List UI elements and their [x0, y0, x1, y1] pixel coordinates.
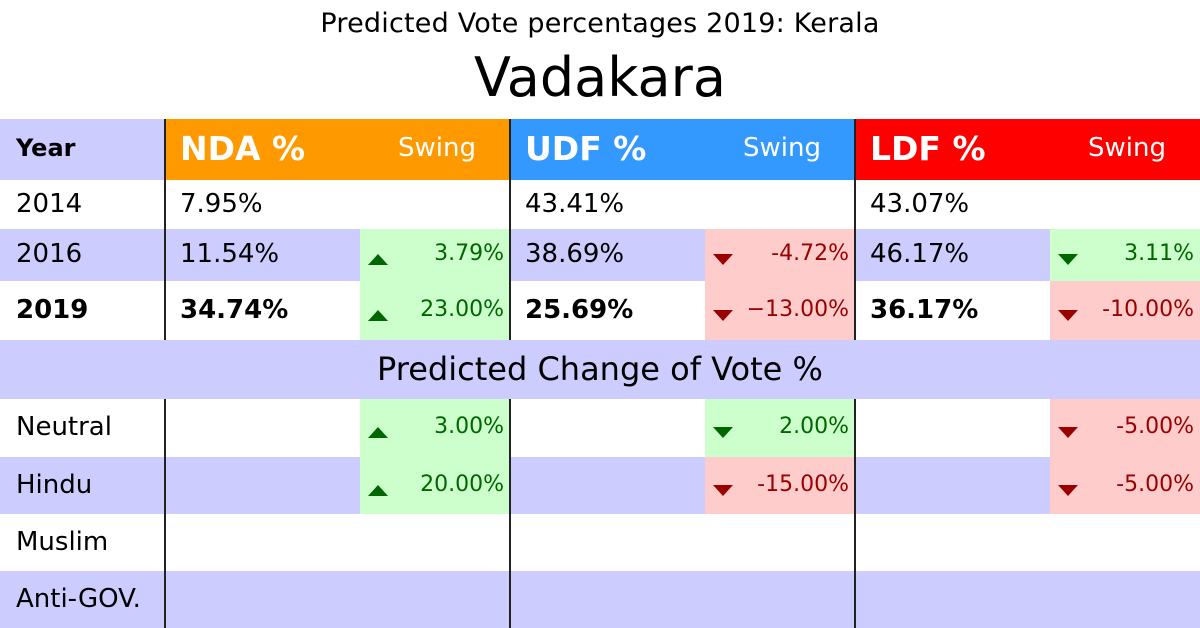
- header-udf-swing: Swing: [743, 133, 821, 163]
- ldf-value: 36.17%: [870, 295, 979, 325]
- header-ldf-bg: [855, 119, 1200, 180]
- ldf-swing-cell: -5.00%: [1050, 457, 1200, 514]
- nda-value: 7.95%: [180, 189, 263, 219]
- triangle-down-icon: [1058, 310, 1078, 321]
- nda-swing-value: 3.79%: [434, 241, 504, 266]
- triangle-down-icon: [1058, 254, 1078, 265]
- udf-value: 25.69%: [525, 295, 634, 325]
- column-divider: [854, 119, 856, 340]
- triangle-down-icon: [713, 254, 733, 265]
- nda-swing-cell: 20.00%: [360, 457, 510, 514]
- udf-value: 43.41%: [525, 189, 625, 219]
- column-divider: [509, 119, 511, 340]
- row-band-2016: [0, 229, 1200, 281]
- udf-swing-cell: -15.00%: [705, 457, 855, 514]
- year-label: 2016: [16, 239, 83, 269]
- nda-swing-value: 20.00%: [420, 472, 504, 497]
- nda-value: 34.74%: [180, 295, 289, 325]
- header-ldf: LDF %: [870, 129, 986, 168]
- row-band-hindu: [0, 457, 1200, 514]
- nda-swing-cell: 3.00%: [360, 399, 510, 457]
- ldf-swing-value: -10.00%: [1102, 297, 1194, 322]
- chart-title: Vadakara: [474, 46, 726, 109]
- ldf-swing-cell: -10.00%: [1050, 281, 1200, 340]
- nda-swing-cell: 23.00%: [360, 281, 510, 340]
- ldf-value: 43.07%: [870, 189, 970, 219]
- udf-swing-value: -15.00%: [757, 472, 849, 497]
- udf-swing-cell: −13.00%: [705, 281, 855, 340]
- row-band-anti-gov: [0, 571, 1200, 628]
- udf-swing-value: −13.00%: [746, 297, 849, 322]
- triangle-down-icon: [713, 485, 733, 496]
- ldf-swing-cell: -5.00%: [1050, 399, 1200, 457]
- change-row-label: Hindu: [16, 470, 93, 500]
- udf-swing-value: 2.00%: [779, 414, 849, 439]
- triangle-down-icon: [713, 310, 733, 321]
- ldf-value: 46.17%: [870, 239, 970, 269]
- header-udf: UDF %: [525, 129, 647, 168]
- triangle-up-icon: [368, 485, 388, 496]
- header-nda-swing: Swing: [398, 133, 476, 163]
- row-band-change-title: [0, 340, 1200, 399]
- column-divider: [164, 399, 166, 628]
- year-label: 2019: [16, 295, 89, 325]
- header-udf-bg: [510, 119, 855, 180]
- triangle-down-icon: [1058, 485, 1078, 496]
- year-label: 2014: [16, 189, 83, 219]
- ldf-swing-value: -5.00%: [1116, 414, 1194, 439]
- column-divider: [854, 399, 856, 628]
- chart-subtitle: Predicted Vote percentages 2019: Kerala: [320, 8, 880, 39]
- ldf-swing-value: -5.00%: [1116, 472, 1194, 497]
- header-nda: NDA %: [180, 129, 306, 168]
- udf-swing-cell: 2.00%: [705, 399, 855, 457]
- udf-swing-cell: -4.72%: [705, 229, 855, 281]
- change-row-label: Anti-GOV.: [16, 584, 141, 614]
- column-divider: [164, 119, 166, 340]
- column-divider: [509, 399, 511, 628]
- nda-swing-value: 23.00%: [420, 297, 504, 322]
- nda-value: 11.54%: [180, 239, 280, 269]
- change-title: Predicted Change of Vote %: [377, 350, 823, 388]
- nda-swing-cell: 3.79%: [360, 229, 510, 281]
- header-year-bg: [0, 119, 165, 180]
- triangle-down-icon: [1058, 427, 1078, 438]
- ldf-swing-cell: 3.11%: [1050, 229, 1200, 281]
- nda-swing-value: 3.00%: [434, 414, 504, 439]
- header-year: Year: [16, 134, 76, 162]
- header-ldf-swing: Swing: [1088, 133, 1166, 163]
- udf-value: 38.69%: [525, 239, 625, 269]
- header-nda-bg: [165, 119, 510, 180]
- triangle-up-icon: [368, 310, 388, 321]
- change-row-label: Neutral: [16, 412, 112, 442]
- triangle-down-icon: [713, 427, 733, 438]
- triangle-up-icon: [368, 254, 388, 265]
- change-row-label: Muslim: [16, 527, 109, 557]
- triangle-up-icon: [368, 427, 388, 438]
- udf-swing-value: -4.72%: [771, 241, 849, 266]
- ldf-swing-value: 3.11%: [1124, 241, 1194, 266]
